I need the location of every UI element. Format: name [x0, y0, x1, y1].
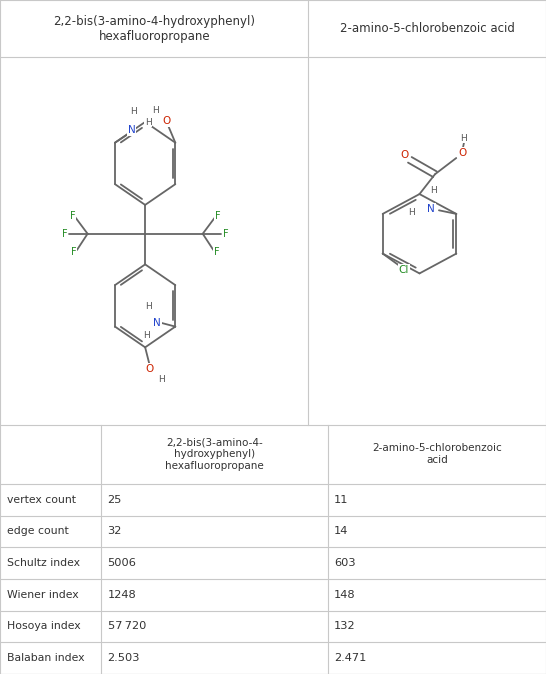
- Text: 2-amino-5-chlorobenzoic acid: 2-amino-5-chlorobenzoic acid: [340, 22, 515, 35]
- Text: 5006: 5006: [108, 558, 136, 568]
- Text: H: H: [408, 208, 416, 216]
- Text: 2,2-bis(3-amino-4-
hydroxyphenyl)
hexafluoropropane: 2,2-bis(3-amino-4- hydroxyphenyl) hexafl…: [165, 437, 264, 471]
- Text: O: O: [400, 150, 408, 160]
- Text: 1248: 1248: [108, 590, 136, 600]
- Text: 14: 14: [334, 526, 348, 537]
- Text: 2.503: 2.503: [108, 653, 140, 663]
- Text: N: N: [128, 125, 135, 135]
- Text: H: H: [130, 106, 136, 116]
- Text: H: H: [152, 106, 159, 115]
- Text: 2.471: 2.471: [334, 653, 366, 663]
- Text: Cl: Cl: [399, 265, 409, 275]
- Text: 57 720: 57 720: [108, 621, 146, 632]
- Text: F: F: [62, 228, 68, 239]
- Text: F: F: [215, 211, 221, 220]
- Text: edge count: edge count: [7, 526, 68, 537]
- Text: 11: 11: [334, 495, 349, 505]
- Text: vertex count: vertex count: [7, 495, 75, 505]
- Text: 32: 32: [108, 526, 122, 537]
- Text: 148: 148: [334, 590, 356, 600]
- Text: Wiener index: Wiener index: [7, 590, 78, 600]
- Text: F: F: [223, 228, 228, 239]
- Text: F: F: [213, 247, 219, 257]
- Text: 132: 132: [334, 621, 356, 632]
- Text: 25: 25: [108, 495, 122, 505]
- Text: H: H: [430, 186, 436, 195]
- Text: N: N: [153, 318, 161, 328]
- Text: 603: 603: [334, 558, 356, 568]
- Text: F: F: [71, 247, 77, 257]
- Text: F: F: [69, 211, 75, 220]
- Text: H: H: [461, 133, 467, 143]
- Text: H: H: [143, 331, 150, 340]
- Text: H: H: [145, 302, 151, 311]
- Text: N: N: [428, 204, 435, 214]
- Text: 2,2-bis(3-amino-4-hydroxyphenyl)
hexafluoropropane: 2,2-bis(3-amino-4-hydroxyphenyl) hexaflu…: [54, 15, 255, 42]
- Text: H: H: [145, 118, 152, 127]
- Text: Schultz index: Schultz index: [7, 558, 80, 568]
- Text: H: H: [158, 375, 165, 384]
- Text: Balaban index: Balaban index: [7, 653, 84, 663]
- Text: 2-amino-5-chlorobenzoic
acid: 2-amino-5-chlorobenzoic acid: [372, 443, 502, 465]
- Text: O: O: [162, 116, 170, 126]
- Text: Hosoya index: Hosoya index: [7, 621, 80, 632]
- Text: O: O: [458, 148, 466, 158]
- Text: O: O: [146, 364, 154, 374]
